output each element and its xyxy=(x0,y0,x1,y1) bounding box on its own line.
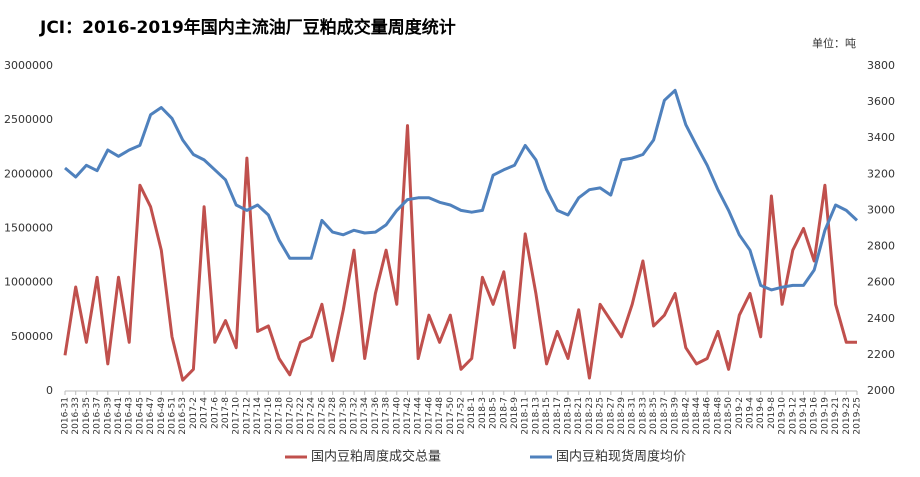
y-tick-label: 1000000 xyxy=(4,276,53,289)
x-tick-label: 2017-18 xyxy=(275,397,285,435)
x-tick-label: 2019-25 xyxy=(853,397,863,435)
y2-tick-label: 3400 xyxy=(867,131,895,144)
x-tick-label: 2017-30 xyxy=(339,397,349,435)
x-tick-label: 2017-24 xyxy=(307,397,317,435)
y2-tick-label: 2800 xyxy=(867,240,895,253)
y2-tick-label: 2400 xyxy=(867,312,895,325)
y-tick-label: 3000000 xyxy=(4,59,53,72)
x-tick-label: 2018-5 xyxy=(489,397,499,429)
y2-tick-label: 3800 xyxy=(867,59,895,72)
x-tick-label: 2018-21 xyxy=(574,397,584,435)
y-tick-label: 0 xyxy=(46,384,53,397)
x-tick-label: 2018-19 xyxy=(564,397,574,435)
x-tick-label: 2018-27 xyxy=(606,397,616,435)
x-tick-label: 2017-38 xyxy=(382,397,392,435)
x-tick-label: 2017-34 xyxy=(360,397,370,435)
x-tick-label: 2016-51 xyxy=(168,397,178,435)
series-line xyxy=(64,88,859,292)
x-tick-label: 2019-2 xyxy=(735,397,745,429)
y-tick-label: 1500000 xyxy=(4,222,53,235)
x-tick-label: 2019-8 xyxy=(767,397,777,429)
x-tick-label: 2016-47 xyxy=(146,397,156,435)
x-tick-label: 2018-44 xyxy=(692,397,702,435)
x-tick-label: 2017-40 xyxy=(392,397,402,435)
unit-label: 单位：吨 xyxy=(812,36,856,50)
x-tick-label: 2018-31 xyxy=(628,397,638,435)
x-tick-label: 2017-4 xyxy=(200,397,210,429)
x-tick-label: 2018-3 xyxy=(478,397,488,429)
x-tick-label: 2017-36 xyxy=(371,397,381,435)
x-tick-label: 2019-16 xyxy=(810,397,820,435)
x-tick-label: 2018-15 xyxy=(542,397,552,435)
x-tick-label: 2016-31 xyxy=(61,397,71,435)
x-tick-label: 2018-11 xyxy=(521,397,531,435)
y-tick-label: 2500000 xyxy=(4,113,53,126)
x-tick-label: 2016-33 xyxy=(71,397,81,435)
x-tick-label: 2016-53 xyxy=(178,397,188,435)
x-tick-label: 2018-48 xyxy=(713,397,723,435)
y2-tick-label: 3200 xyxy=(867,167,895,180)
x-tick-label: 2017-8 xyxy=(221,397,231,429)
x-tick-label: 2017-52 xyxy=(457,397,467,435)
x-tick-label: 2017-26 xyxy=(317,397,327,435)
legend-label: 国内豆粕现货周度均价 xyxy=(556,449,686,465)
x-tick-label: 2017-22 xyxy=(296,397,306,435)
x-tick-label: 2016-41 xyxy=(114,397,124,435)
x-tick-label: 2019-4 xyxy=(745,397,755,429)
x-tick-label: 2019-10 xyxy=(778,397,788,435)
x-tick-label: 2017-28 xyxy=(328,397,338,435)
x-tick-label: 2017-50 xyxy=(446,397,456,435)
x-tick-label: 2019-19 xyxy=(820,397,830,435)
x-tick-label: 2018-37 xyxy=(660,397,670,435)
x-tick-label: 2019-21 xyxy=(831,397,841,435)
x-tick-label: 2018-1 xyxy=(467,397,477,429)
x-tick-label: 2016-45 xyxy=(135,397,145,435)
x-tick-label: 2017-10 xyxy=(232,397,242,435)
y2-tick-label: 2200 xyxy=(867,348,895,361)
x-tick-label: 2018-33 xyxy=(638,397,648,435)
x-tick-label: 2017-20 xyxy=(285,397,295,435)
x-tick-label: 2018-13 xyxy=(531,397,541,435)
x-tick-label: 2017-48 xyxy=(435,397,445,435)
x-tick-label: 2017-44 xyxy=(414,397,424,435)
x-tick-label: 2019-23 xyxy=(842,397,852,435)
x-tick-label: 2017-6 xyxy=(210,397,220,429)
x-tick-label: 2018-35 xyxy=(649,397,659,435)
x-tick-label: 2016-49 xyxy=(157,397,167,435)
x-tick-label: 2018-9 xyxy=(510,397,520,429)
x-tick-label: 2018-29 xyxy=(617,397,627,435)
x-tick-label: 2018-7 xyxy=(499,397,509,429)
y-tick-label: 500000 xyxy=(11,330,53,343)
x-tick-label: 2018-42 xyxy=(681,397,691,435)
x-tick-label: 2017-16 xyxy=(264,397,274,435)
x-tick-label: 2017-42 xyxy=(403,397,413,435)
chart-title: JCI：2016-2019年国内主流油厂豆粕成交量周度统计 xyxy=(39,17,456,38)
y2-tick-label: 3000 xyxy=(867,203,895,216)
x-tick-label: 2017-32 xyxy=(349,397,359,435)
x-tick-label: 2018-17 xyxy=(553,397,563,435)
y2-tick-label: 3600 xyxy=(867,95,895,108)
series-line xyxy=(63,124,857,382)
x-tick-label: 2017-14 xyxy=(253,397,263,435)
x-tick-label: 2018-23 xyxy=(585,397,595,435)
x-tick-label: 2016-43 xyxy=(125,397,135,435)
x-tick-label: 2019-12 xyxy=(788,397,798,435)
y2-tick-label: 2000 xyxy=(867,384,895,397)
x-tick-label: 2018-25 xyxy=(596,397,606,435)
x-tick-label: 2018-39 xyxy=(671,397,681,435)
y2-tick-label: 2600 xyxy=(867,276,895,289)
legend-label: 国内豆粕周度成交总量 xyxy=(311,449,441,465)
x-tick-label: 2016-39 xyxy=(103,397,113,435)
x-tick-label: 2017-12 xyxy=(242,397,252,435)
x-tick-label: 2016-35 xyxy=(82,397,92,435)
x-tick-label: 2017-2 xyxy=(189,397,199,429)
y-tick-label: 2000000 xyxy=(4,167,53,180)
x-tick-label: 2016-37 xyxy=(93,397,103,435)
x-tick-label: 2018-46 xyxy=(703,397,713,435)
x-tick-label: 2017-46 xyxy=(424,397,434,435)
x-tick-label: 2019-14 xyxy=(799,397,809,435)
x-tick-label: 2018-50 xyxy=(724,397,734,435)
x-tick-label: 2019-6 xyxy=(756,397,766,429)
